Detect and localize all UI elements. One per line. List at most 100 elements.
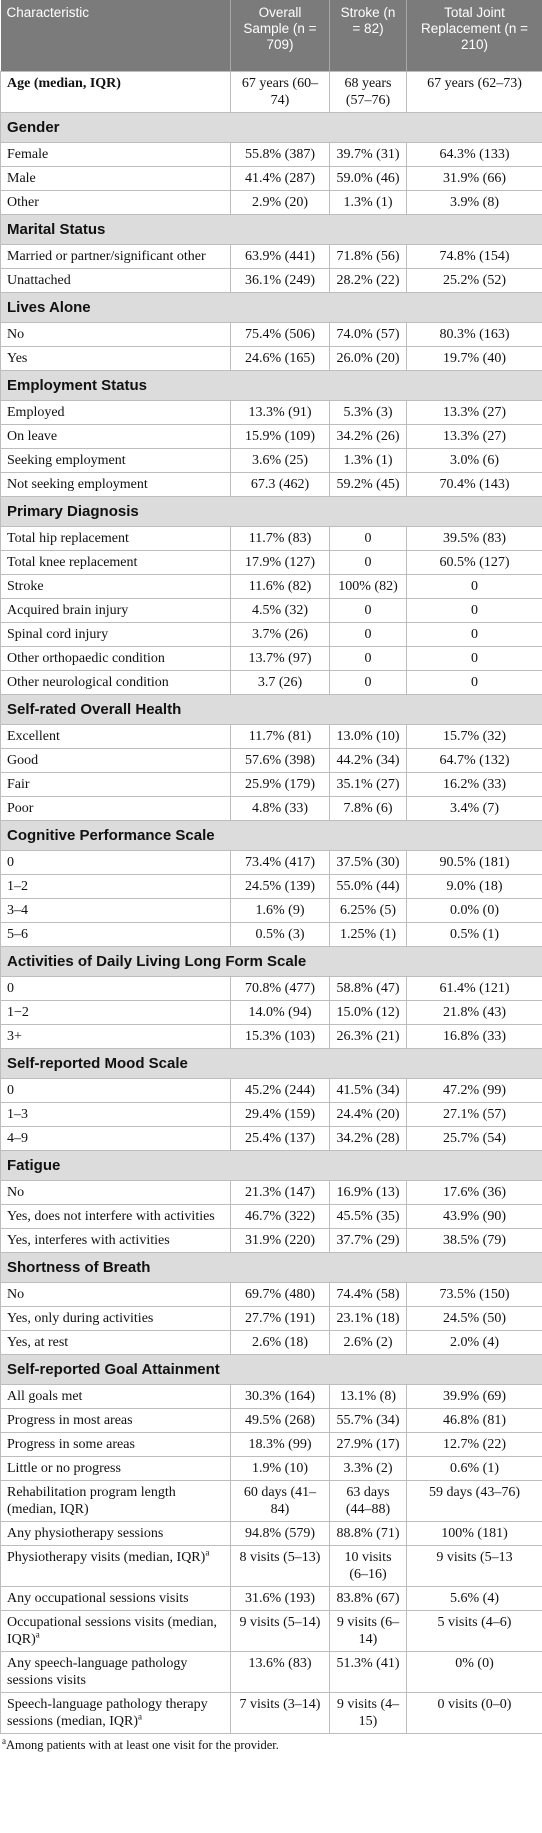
data-row: Occupational sessions visits (median, IQ… <box>0 1610 542 1652</box>
row-label: Acquired brain injury <box>0 598 231 623</box>
row-label: Progress in some areas <box>0 1432 231 1457</box>
data-cell: 34.2% (26) <box>329 424 407 449</box>
row-label-text: Occupational sessions visits (median, IQ… <box>7 1615 217 1647</box>
data-cell: 18.3% (99) <box>230 1432 330 1457</box>
data-row: Male 41.4% (287) 59.0% (46) 31.9% (66) <box>0 166 542 191</box>
row-label: Any speech-language pathology sessions v… <box>0 1651 231 1693</box>
data-cell: 27.1% (57) <box>406 1102 542 1127</box>
data-cell: 3.3% (2) <box>329 1456 407 1481</box>
row-label-text: Any physiotherapy sessions <box>7 1526 164 1541</box>
data-cell: 39.9% (69) <box>406 1384 542 1409</box>
row-label-text: Any occupational sessions visits <box>7 1591 189 1606</box>
data-cell: 60.5% (127) <box>406 550 542 575</box>
row-label: Occupational sessions visits (median, IQ… <box>0 1610 231 1652</box>
data-cell: 7 visits (3–14) <box>230 1692 330 1734</box>
data-cell: 0 visits (0–0) <box>406 1692 542 1734</box>
row-label-text: Speech-language pathology therapy sessio… <box>7 1697 208 1729</box>
row-label-text: Progress in most areas <box>7 1413 133 1428</box>
data-cell: 5.6% (4) <box>406 1586 542 1611</box>
data-cell: 1.3% (1) <box>329 448 407 473</box>
data-row: Physiotherapy visits (median, IQR)a 8 vis… <box>0 1545 542 1587</box>
row-label-text: On leave <box>7 429 58 444</box>
data-row: Rehabilitation program length (median, I… <box>0 1480 542 1522</box>
data-row: Yes, only during activities 27.7% (191) 23… <box>0 1306 542 1331</box>
row-label-text: 1−2 <box>7 1005 29 1020</box>
row-label: 1−2 <box>0 1000 231 1025</box>
data-cell: 61.4% (121) <box>406 976 542 1001</box>
row-label: Stroke <box>0 574 231 599</box>
data-cell: 1.9% (10) <box>230 1456 330 1481</box>
section-row: Employment Status <box>0 370 542 401</box>
data-cell: 13.7% (97) <box>230 646 330 671</box>
data-row: Spinal cord injury 3.7% (26) 0 0 <box>0 622 542 647</box>
data-cell: 38.5% (79) <box>406 1228 542 1253</box>
data-cell: 55.0% (44) <box>329 874 407 899</box>
data-cell: 7.8% (6) <box>329 796 407 821</box>
data-cell: 26.3% (21) <box>329 1024 407 1049</box>
data-cell: 37.7% (29) <box>329 1228 407 1253</box>
data-cell: 0 <box>329 646 407 671</box>
row-label: On leave <box>0 424 231 449</box>
row-label: 3–4 <box>0 898 231 923</box>
data-cell: 51.3% (41) <box>329 1651 407 1693</box>
row-label-text: Spinal cord injury <box>7 627 109 642</box>
row-label-text: Other orthopaedic condition <box>7 651 165 666</box>
data-cell: 0 <box>406 646 542 671</box>
data-cell: 13.1% (8) <box>329 1384 407 1409</box>
data-cell: 68 years (57–76) <box>329 71 407 113</box>
row-label-text: Little or no progress <box>7 1461 121 1476</box>
row-label-text: Excellent <box>7 729 60 744</box>
data-row: Total knee replacement 17.9% (127) 0 60.5% … <box>0 550 542 575</box>
data-cell: 43.9% (90) <box>406 1204 542 1229</box>
data-row: Progress in some areas 18.3% (99) 27.9% (1… <box>0 1432 542 1457</box>
row-label-text: Poor <box>7 801 34 816</box>
data-cell: 21.8% (43) <box>406 1000 542 1025</box>
row-label: Employed <box>0 400 231 425</box>
data-cell: 100% (181) <box>406 1521 542 1546</box>
data-cell: 1.25% (1) <box>329 922 407 947</box>
data-table: Characteristic Overall Sample (n = 709) St… <box>0 0 542 1734</box>
row-label-text: Any speech-language pathology sessions v… <box>7 1656 188 1688</box>
row-label: Yes <box>0 346 231 371</box>
row-label: Poor <box>0 796 231 821</box>
note-mark: a <box>205 1547 210 1558</box>
data-row: Little or no progress 1.9% (10) 3.3% (2) 0.… <box>0 1456 542 1481</box>
row-label: Excellent <box>0 724 231 749</box>
data-cell: 0 <box>406 622 542 647</box>
data-cell: 37.5% (30) <box>329 850 407 875</box>
data-cell: 46.7% (322) <box>230 1204 330 1229</box>
section-row: Fatigue <box>0 1150 542 1181</box>
data-cell: 8 visits (5–13) <box>230 1545 330 1587</box>
data-cell: 25.4% (137) <box>230 1126 330 1151</box>
row-label: Little or no progress <box>0 1456 231 1481</box>
row-label-text: Stroke <box>7 579 44 594</box>
row-label-text: 1–2 <box>7 879 28 894</box>
data-cell: 11.7% (83) <box>230 526 330 551</box>
section-title: Gender <box>0 112 542 143</box>
data-cell: 16.8% (33) <box>406 1024 542 1049</box>
data-cell: 0.5% (3) <box>230 922 330 947</box>
row-label-text: 0 <box>7 981 14 996</box>
data-cell: 17.6% (36) <box>406 1180 542 1205</box>
data-cell: 67.3 (462) <box>230 472 330 497</box>
data-cell: 39.5% (83) <box>406 526 542 551</box>
data-cell: 3.9% (8) <box>406 190 542 215</box>
data-cell: 2.0% (4) <box>406 1330 542 1355</box>
data-row: 1−2 14.0% (94) 15.0% (12) 21.8% (43) <box>0 1000 542 1025</box>
data-cell: 13.3% (27) <box>406 400 542 425</box>
section-title: Self-rated Overall Health <box>0 694 542 725</box>
row-label-text: Acquired brain injury <box>7 603 129 618</box>
data-cell: 26.0% (20) <box>329 346 407 371</box>
data-cell: 73.5% (150) <box>406 1282 542 1307</box>
data-cell: 63 days (44–88) <box>329 1480 407 1522</box>
data-cell: 41.4% (287) <box>230 166 330 191</box>
data-cell: 3.7% (26) <box>230 622 330 647</box>
data-row: Any physiotherapy sessions 94.8% (579) 88.… <box>0 1521 542 1546</box>
row-label: Seeking employment <box>0 448 231 473</box>
data-cell: 15.9% (109) <box>230 424 330 449</box>
data-row: No 75.4% (506) 74.0% (57) 80.3% (163) <box>0 322 542 347</box>
data-row: 3+ 15.3% (103) 26.3% (21) 16.8% (33) <box>0 1024 542 1049</box>
data-cell: 0.6% (1) <box>406 1456 542 1481</box>
row-label: No <box>0 1180 231 1205</box>
